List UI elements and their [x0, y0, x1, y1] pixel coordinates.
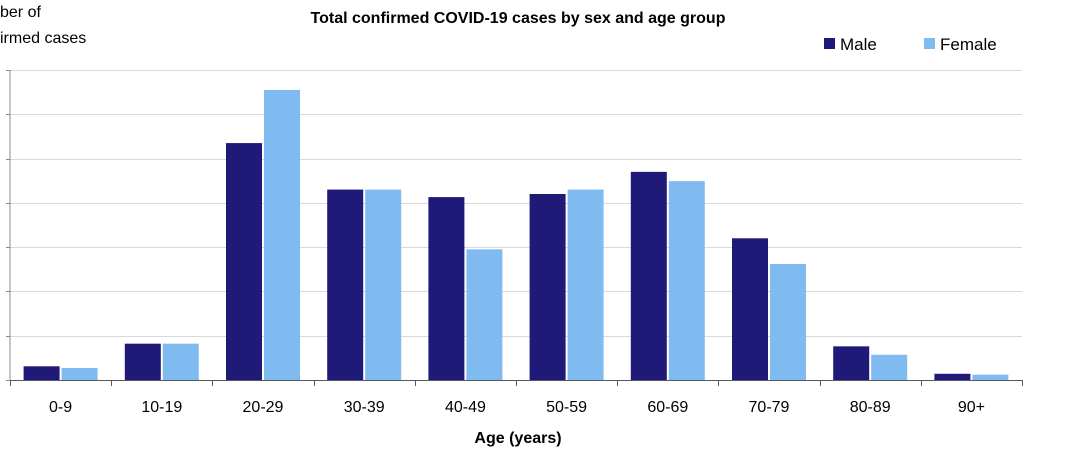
bars — [23, 89, 1009, 380]
bar-female-30-39 — [365, 189, 402, 380]
x-tick-label: 80-89 — [850, 399, 891, 416]
bar-female-50-59 — [567, 189, 604, 380]
bar-male-30-39 — [327, 189, 364, 380]
bar-male-80-89 — [833, 346, 870, 380]
bar-male-60-69 — [630, 171, 667, 380]
bar-male-20-29 — [226, 143, 262, 380]
x-tick-label: 30-39 — [344, 399, 385, 416]
legend-label-female: Female — [940, 35, 997, 54]
y-axis-label-line1: ber of — [0, 4, 41, 21]
x-tick-label: 40-49 — [445, 399, 486, 416]
y-axis-label-line2: irmed cases — [0, 30, 86, 47]
chart-title: Total confirmed COVID-19 cases by sex an… — [311, 10, 726, 27]
gridlines — [10, 70, 1022, 337]
bar-female-10-19 — [162, 343, 199, 380]
x-tick-label: 90+ — [958, 399, 985, 416]
bar-male-0-9 — [23, 366, 60, 380]
bar-female-0-9 — [61, 368, 98, 380]
x-tick-label: 70-79 — [749, 399, 790, 416]
bar-male-50-59 — [529, 194, 566, 380]
x-tick-label: 0-9 — [49, 399, 72, 416]
bar-female-40-49 — [466, 249, 503, 380]
x-tick-labels: 0-9 10-19 20-29 30-39 40-49 50-59 60-69 70-79 80… — [49, 399, 985, 416]
legend-swatch-male — [824, 38, 835, 49]
bar-female-60-69 — [668, 181, 705, 380]
bar-female-20-29 — [264, 89, 300, 380]
axes — [6, 70, 1023, 386]
legend-swatch-female — [924, 38, 935, 49]
bar-male-10-19 — [124, 343, 161, 380]
bar-female-80-89 — [871, 354, 908, 380]
bar-male-70-79 — [732, 238, 768, 380]
bar-male-40-49 — [428, 197, 465, 380]
x-tick-label: 60-69 — [647, 399, 688, 416]
legend: Male Female — [824, 35, 997, 54]
x-tick-label: 50-59 — [546, 399, 587, 416]
x-tick-label: 20-29 — [243, 399, 284, 416]
legend-label-male: Male — [840, 35, 877, 54]
bar-female-70-79 — [770, 263, 806, 380]
x-tick-label: 10-19 — [141, 399, 182, 416]
bar-female-90+ — [972, 374, 1009, 380]
bar-male-90+ — [934, 373, 971, 380]
x-axis-label: Age (years) — [474, 430, 561, 447]
